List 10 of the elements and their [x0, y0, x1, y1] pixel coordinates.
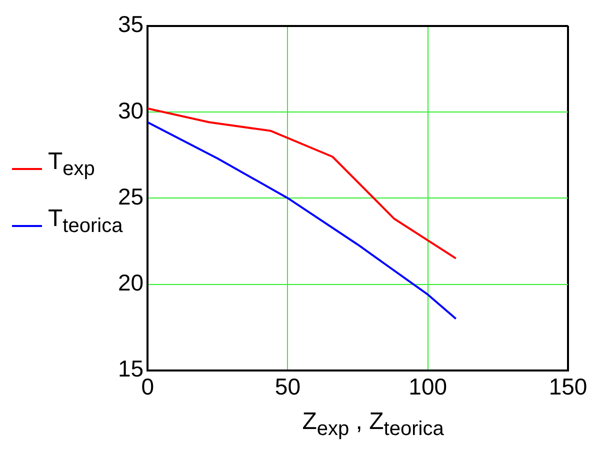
- x-tick-label: 50: [274, 374, 301, 400]
- x-tick-label: 100: [408, 374, 448, 400]
- x-tick-label: 150: [548, 374, 588, 400]
- legend-label: T$_{exp}$: [48, 148, 95, 182]
- y-tick-label: 20: [118, 270, 144, 296]
- y-tick-label: 30: [118, 97, 144, 124]
- x-axis-title: Z$_{exp}$ , Z$_{teorica}$: [301, 408, 445, 441]
- y-tick-label: 35: [118, 11, 144, 38]
- y-tick-label: 15: [118, 356, 144, 382]
- x-tick-label: 0: [141, 374, 154, 400]
